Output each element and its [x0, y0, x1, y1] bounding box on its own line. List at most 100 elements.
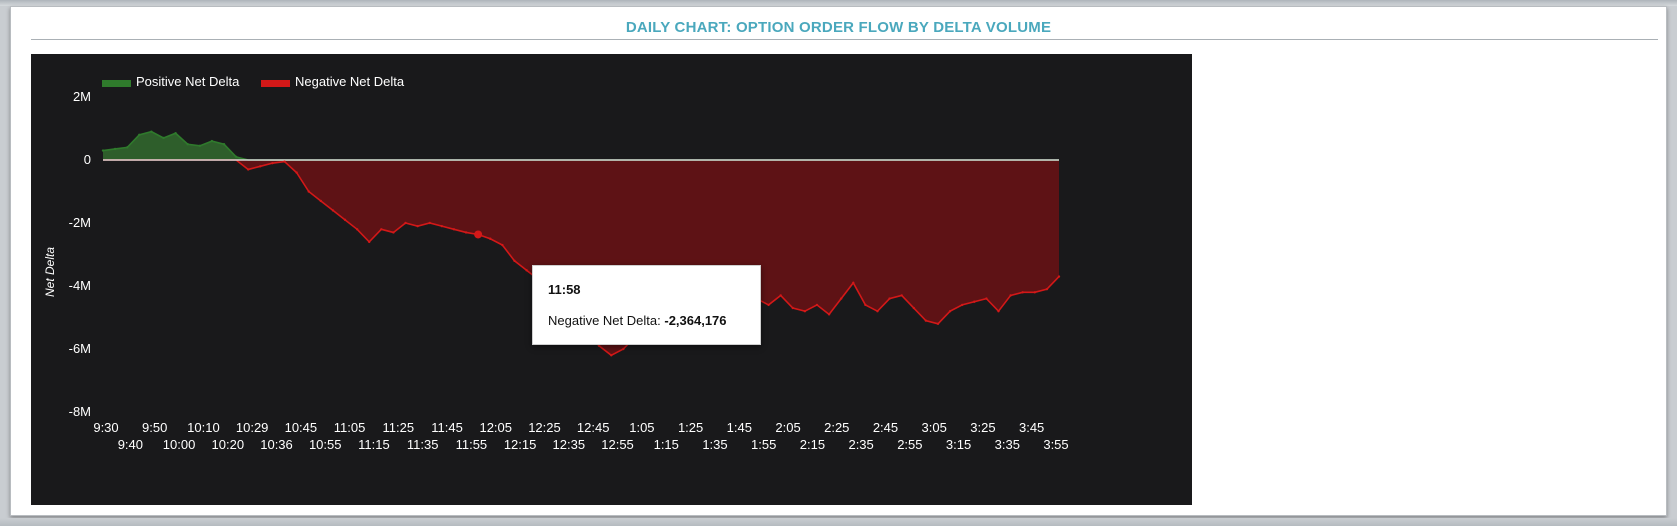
x-tick-label: 10:20 — [212, 437, 245, 452]
data-point[interactable] — [513, 259, 516, 262]
data-point[interactable] — [380, 228, 383, 231]
data-point[interactable] — [912, 306, 915, 310]
data-point[interactable] — [247, 168, 250, 171]
data-point[interactable] — [924, 319, 928, 322]
data-point[interactable] — [1057, 275, 1061, 278]
x-tick-label: 3:25 — [970, 420, 995, 435]
data-point[interactable] — [501, 243, 504, 247]
data-point[interactable] — [198, 144, 202, 148]
data-point[interactable] — [985, 297, 988, 300]
x-tick-label: 2:05 — [775, 420, 800, 435]
x-tick-label: 12:55 — [601, 437, 634, 452]
tooltip-time: 11:58 — [548, 282, 581, 297]
data-point[interactable] — [392, 231, 395, 234]
legend-swatch-negative — [261, 80, 290, 87]
data-point[interactable] — [936, 322, 940, 325]
data-point[interactable] — [343, 218, 347, 222]
data-point[interactable] — [464, 231, 468, 234]
x-tick-label: 3:15 — [946, 437, 971, 452]
data-point[interactable] — [864, 303, 867, 307]
data-point[interactable] — [440, 224, 444, 228]
data-point[interactable] — [174, 132, 177, 135]
data-point[interactable] — [973, 300, 976, 303]
data-point[interactable] — [404, 221, 407, 225]
tooltip-row: Negative Net Delta: -2,364,176 — [548, 313, 727, 328]
tooltip-value: -2,364,176 — [664, 313, 727, 328]
data-point[interactable] — [101, 149, 105, 152]
data-point[interactable] — [234, 155, 238, 159]
y-tick-label: -8M — [69, 404, 91, 419]
data-point[interactable] — [452, 228, 456, 231]
page-title: DAILY CHART: OPTION ORDER FLOW BY DELTA … — [625, 19, 1052, 36]
window-bottom-border — [0, 518, 1677, 526]
data-point[interactable] — [791, 306, 794, 310]
x-tick-label: 1:35 — [702, 437, 727, 452]
data-point[interactable] — [126, 146, 129, 149]
data-point[interactable] — [1033, 291, 1036, 294]
legend-item-positive[interactable]: Positive Net Delta — [102, 74, 240, 89]
data-point[interactable] — [113, 147, 117, 151]
data-point[interactable] — [319, 199, 323, 203]
data-point[interactable] — [1021, 291, 1024, 294]
hover-point-marker[interactable] — [474, 230, 483, 239]
x-tick-label: 9:50 — [142, 420, 167, 435]
data-point[interactable] — [295, 171, 298, 174]
legend-label-negative: Negative Net Delta — [295, 74, 405, 89]
data-point[interactable] — [767, 303, 770, 307]
x-tick-label: 1:25 — [678, 420, 703, 435]
x-tick-label: 12:15 — [504, 437, 537, 452]
data-point[interactable] — [283, 160, 286, 163]
data-tooltip: 11:58 Negative Net Delta: -2,364,176 — [532, 265, 761, 345]
data-point[interactable] — [428, 221, 431, 225]
data-point[interactable] — [525, 269, 528, 272]
x-tick-label: 12:05 — [479, 420, 512, 435]
data-point[interactable] — [355, 228, 359, 231]
data-point[interactable] — [259, 165, 262, 168]
chart-area[interactable]: Positive Net Delta Negative Net Delta Ne… — [31, 54, 1192, 505]
data-point[interactable] — [368, 240, 371, 244]
data-point[interactable] — [331, 209, 335, 212]
x-tick-label: 3:35 — [995, 437, 1020, 452]
data-point[interactable] — [948, 310, 952, 313]
x-tick-label: 11:55 — [456, 437, 488, 452]
data-point[interactable] — [815, 303, 819, 307]
data-point[interactable] — [888, 297, 891, 300]
data-point[interactable] — [803, 310, 807, 313]
data-point[interactable] — [1045, 287, 1049, 291]
data-point[interactable] — [138, 133, 141, 136]
data-point[interactable] — [779, 294, 782, 297]
x-tick-label: 9:40 — [118, 437, 143, 452]
data-point[interactable] — [876, 310, 879, 313]
data-point[interactable] — [1009, 294, 1012, 297]
x-tick-label: 11:35 — [407, 437, 439, 452]
data-point[interactable] — [271, 161, 274, 165]
data-point[interactable] — [416, 224, 419, 228]
data-point[interactable] — [852, 281, 855, 285]
data-point[interactable] — [222, 143, 226, 146]
x-tick-label: 2:35 — [848, 437, 873, 452]
data-point[interactable] — [622, 347, 625, 351]
data-point[interactable] — [162, 136, 165, 140]
data-point[interactable] — [489, 237, 492, 240]
legend-item-negative[interactable]: Negative Net Delta — [261, 74, 405, 89]
data-point[interactable] — [827, 313, 831, 316]
data-point[interactable] — [150, 130, 153, 133]
data-point[interactable] — [900, 294, 903, 297]
data-point[interactable] — [210, 139, 214, 143]
data-point[interactable] — [960, 303, 964, 307]
data-point[interactable] — [186, 143, 189, 146]
data-point[interactable] — [610, 354, 613, 357]
data-point[interactable] — [597, 344, 601, 348]
x-axis-ticks: 9:30 9:50 10:10 10:29 10:45 11:05 11:25 11:45 12… — [93, 420, 1068, 452]
legend[interactable]: Positive Net Delta Negative Net Delta — [102, 74, 405, 89]
x-tick-label: 10:55 — [309, 437, 342, 452]
data-point[interactable] — [839, 297, 843, 300]
x-tick-label: 10:10 — [187, 420, 220, 435]
data-point[interactable] — [997, 310, 1000, 313]
data-point[interactable] — [307, 190, 310, 193]
title-divider — [31, 39, 1658, 40]
y-axis-title: Net Delta — [43, 247, 57, 297]
chart-svg[interactable]: Positive Net Delta Negative Net Delta Ne… — [31, 54, 1192, 505]
positive-area — [103, 131, 1059, 160]
y-tick-label: -6M — [69, 341, 91, 356]
